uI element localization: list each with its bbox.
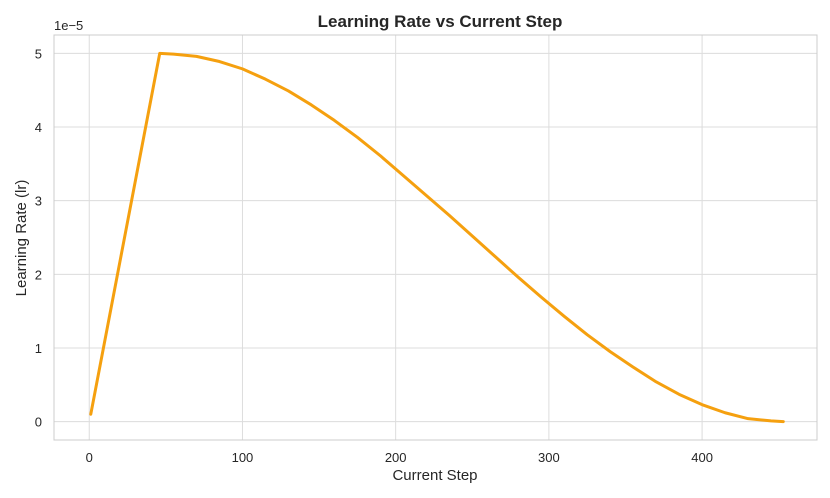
plot-area (53, 34, 818, 441)
y-offset-label: 1e−5 (54, 18, 83, 33)
grid (54, 35, 817, 440)
y-tick-labels: 0 1 2 3 4 5 (35, 46, 42, 429)
y-tick-label: 2 (35, 267, 42, 282)
y-axis-label: Learning Rate (lr) (13, 180, 30, 297)
y-tick-label: 1 (35, 341, 42, 356)
y-tick-label: 5 (35, 46, 42, 61)
x-tick-label: 400 (691, 450, 713, 465)
x-tick-label: 200 (385, 450, 407, 465)
y-tick-label: 0 (35, 415, 42, 430)
y-tick-label: 4 (35, 120, 42, 135)
x-tick-label: 300 (538, 450, 560, 465)
y-tick-label: 3 (35, 194, 42, 209)
x-tick-labels: 0 100 200 300 400 (86, 450, 713, 465)
lr-series-line (89, 51, 785, 424)
x-axis-label: Current Step (392, 467, 477, 484)
x-tick-label: 0 (86, 450, 93, 465)
series-group (89, 51, 785, 424)
x-tick-label: 100 (232, 450, 254, 465)
chart-title: Learning Rate vs Current Step (318, 12, 563, 31)
